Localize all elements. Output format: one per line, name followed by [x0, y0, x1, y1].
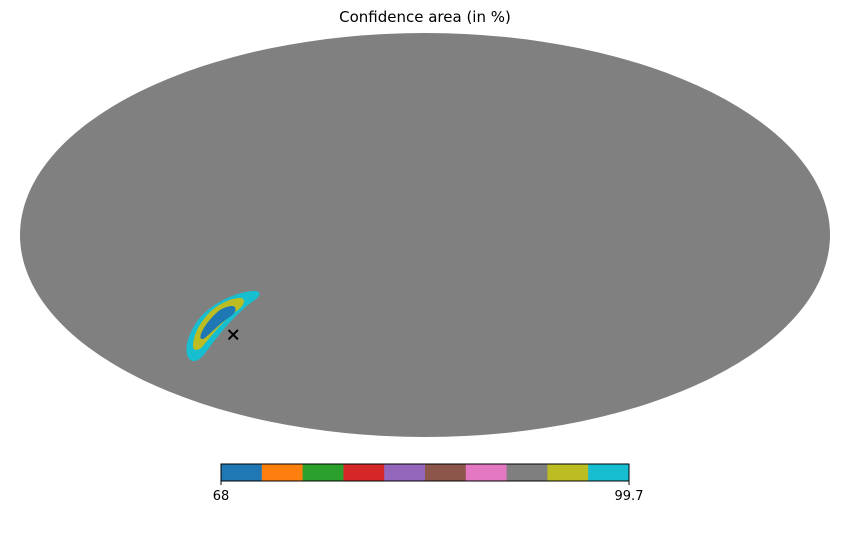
confidence-region-68 [200, 306, 236, 340]
colorbar [220, 463, 630, 485]
colorbar-segment [261, 464, 304, 481]
colorbar-frame [220, 463, 630, 482]
colorbar-segment [384, 464, 426, 481]
colorbar-segment [302, 464, 344, 481]
best-position-marker [227, 329, 239, 341]
colorbar-segment [506, 464, 548, 481]
chart-title: Confidence area (in %) [339, 8, 511, 26]
colorbar-max-label: 99.7 [615, 489, 644, 504]
colorbar-segment [425, 464, 467, 481]
colorbar-segment [547, 464, 589, 481]
colorbar-segment [588, 464, 630, 481]
sky-map [20, 33, 830, 437]
colorbar-min-label: 68 [213, 489, 230, 504]
colorbar-segment [465, 464, 508, 481]
mollweide-sky-background [20, 33, 830, 437]
colorbar-segment [221, 464, 263, 481]
colorbar-segment [343, 464, 385, 481]
